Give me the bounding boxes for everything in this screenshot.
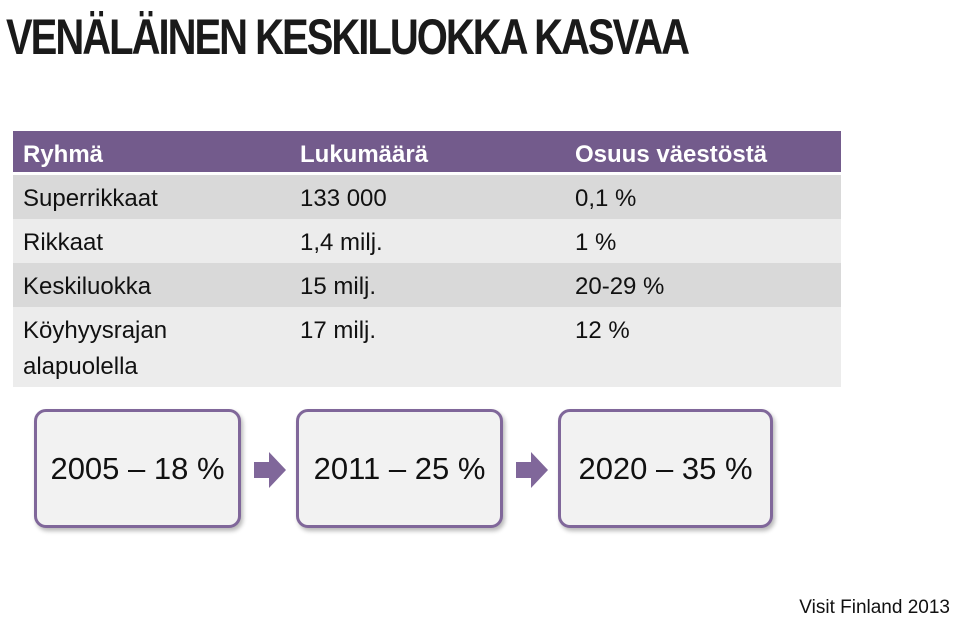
cell-share: 1 % <box>575 229 617 256</box>
arrow-right-icon <box>516 452 548 488</box>
timeline-box-2020: 2020 – 35 % <box>558 409 773 528</box>
header-share: Osuus väestöstä <box>575 141 768 168</box>
cell-group: Rikkaat <box>23 229 104 256</box>
page-title: VENÄLÄINEN KESKILUOKKA KASVAA <box>6 9 690 65</box>
timeline-box-2011: 2011 – 25 % <box>296 409 503 528</box>
cell-share: 12 % <box>575 317 630 344</box>
cell-share: 20-29 % <box>575 273 665 300</box>
cell-count: 15 milj. <box>300 273 377 300</box>
table-row: Rikkaat 1,4 milj. 1 % <box>13 219 841 263</box>
source-credit: Visit Finland 2013 <box>799 597 950 618</box>
timeline-box-2005: 2005 – 18 % <box>34 409 241 528</box>
cell-count: 1,4 milj. <box>300 229 383 256</box>
cell-count: 133 000 <box>300 185 387 212</box>
cell-group: Keskiluokka <box>23 273 152 300</box>
data-table: Ryhmä Lukumäärä Osuus väestöstä Superrik… <box>13 131 841 387</box>
table-header-row: Ryhmä Lukumäärä Osuus väestöstä <box>13 131 841 175</box>
cell-group: Superrikkaat <box>23 185 158 212</box>
table-row: Superrikkaat 133 000 0,1 % <box>13 175 841 219</box>
table-row: Keskiluokka 15 milj. 20-29 % <box>13 263 841 307</box>
header-count: Lukumäärä <box>300 141 429 168</box>
header-group: Ryhmä <box>23 141 104 168</box>
cell-share: 0,1 % <box>575 185 637 212</box>
arrow-right-icon <box>254 452 286 488</box>
cell-group: Köyhyysrajan alapuolella <box>23 317 168 380</box>
table-row: Köyhyysrajan alapuolella 17 milj. 12 % <box>13 307 841 387</box>
cell-count: 17 milj. <box>300 317 377 344</box>
